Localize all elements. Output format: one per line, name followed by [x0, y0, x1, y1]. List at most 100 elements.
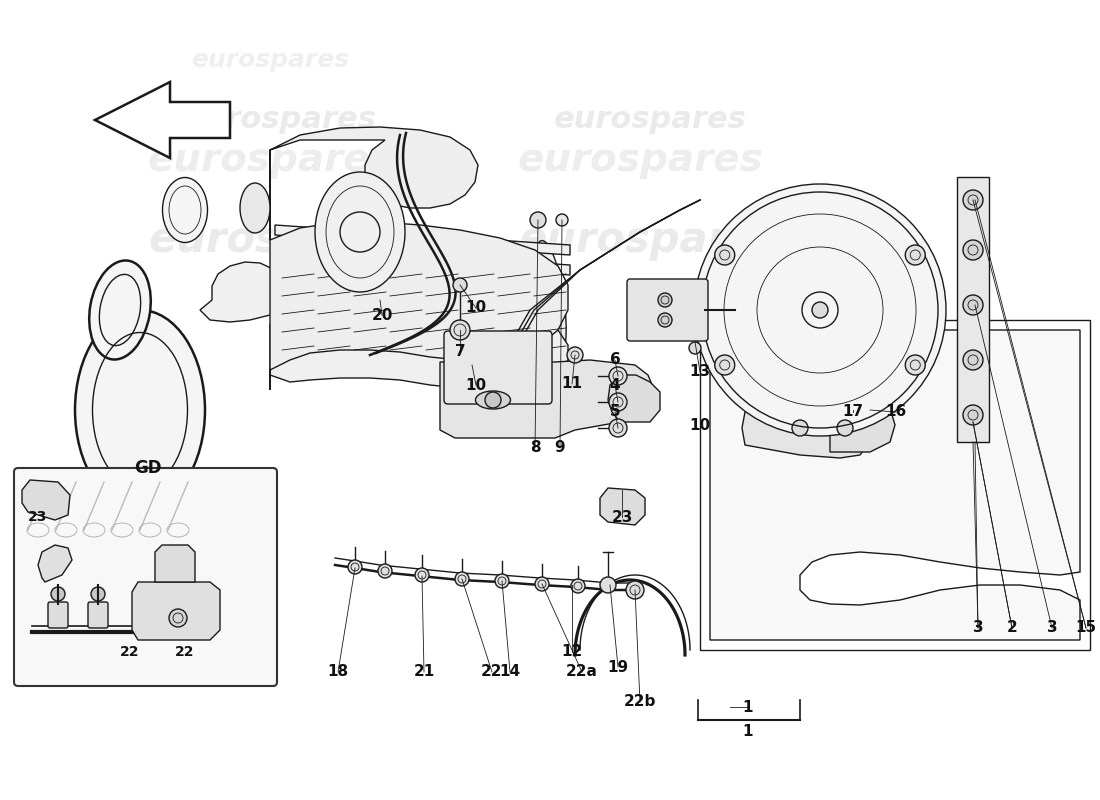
Circle shape	[495, 574, 509, 588]
Ellipse shape	[389, 241, 422, 359]
Circle shape	[348, 560, 362, 574]
Ellipse shape	[318, 241, 350, 359]
FancyBboxPatch shape	[14, 468, 277, 686]
Text: 10: 10	[465, 378, 486, 393]
Polygon shape	[22, 480, 70, 520]
Text: 7: 7	[454, 345, 465, 359]
Text: 22: 22	[120, 645, 140, 659]
Polygon shape	[95, 82, 230, 158]
Circle shape	[571, 579, 585, 593]
Circle shape	[378, 564, 392, 578]
Circle shape	[609, 393, 627, 411]
Circle shape	[566, 347, 583, 363]
Ellipse shape	[462, 241, 494, 359]
Text: 22b: 22b	[624, 694, 657, 710]
Text: 5: 5	[609, 405, 620, 419]
Polygon shape	[155, 545, 195, 582]
FancyBboxPatch shape	[48, 602, 68, 628]
Polygon shape	[270, 295, 568, 388]
Circle shape	[51, 587, 65, 601]
Ellipse shape	[498, 241, 530, 359]
Polygon shape	[830, 400, 895, 452]
Circle shape	[962, 240, 983, 260]
Circle shape	[715, 355, 735, 375]
Text: 22: 22	[175, 645, 195, 659]
Polygon shape	[270, 222, 568, 390]
Text: 12: 12	[561, 645, 583, 659]
Circle shape	[609, 419, 627, 437]
Circle shape	[689, 342, 701, 354]
Text: 3: 3	[972, 621, 983, 635]
Text: eurospares: eurospares	[518, 219, 782, 261]
Circle shape	[658, 293, 672, 307]
Circle shape	[905, 245, 925, 265]
Text: 9: 9	[554, 441, 565, 455]
Circle shape	[715, 245, 735, 265]
Ellipse shape	[240, 183, 270, 233]
Circle shape	[694, 184, 946, 436]
Circle shape	[453, 278, 468, 292]
Circle shape	[812, 302, 828, 318]
Ellipse shape	[89, 261, 151, 359]
Ellipse shape	[315, 172, 405, 292]
Circle shape	[91, 587, 104, 601]
Ellipse shape	[426, 241, 459, 359]
Text: eurospares: eurospares	[147, 141, 393, 179]
Circle shape	[415, 568, 429, 582]
Text: GD: GD	[134, 459, 162, 477]
Text: 15: 15	[1076, 621, 1097, 635]
Text: 22a: 22a	[566, 665, 598, 679]
Circle shape	[450, 320, 470, 340]
Polygon shape	[275, 225, 570, 255]
Circle shape	[962, 190, 983, 210]
Text: 6: 6	[609, 353, 620, 367]
Text: 4: 4	[609, 378, 620, 393]
Ellipse shape	[534, 241, 566, 359]
Polygon shape	[710, 330, 1080, 640]
FancyBboxPatch shape	[444, 331, 552, 404]
Text: 3: 3	[1047, 621, 1057, 635]
Polygon shape	[270, 127, 478, 240]
Text: eurospares: eurospares	[517, 141, 763, 179]
Circle shape	[455, 572, 469, 586]
Text: 19: 19	[607, 659, 628, 674]
Ellipse shape	[163, 178, 208, 242]
Polygon shape	[39, 545, 72, 582]
Circle shape	[556, 214, 568, 226]
Circle shape	[837, 420, 852, 436]
FancyBboxPatch shape	[957, 177, 989, 442]
Circle shape	[962, 350, 983, 370]
Text: 17: 17	[843, 405, 864, 419]
Ellipse shape	[282, 241, 315, 359]
Polygon shape	[742, 400, 870, 458]
Ellipse shape	[475, 391, 510, 409]
Text: 11: 11	[561, 377, 583, 391]
Polygon shape	[600, 488, 645, 525]
Text: eurospares: eurospares	[184, 106, 376, 134]
Text: 23: 23	[612, 510, 632, 525]
Circle shape	[485, 392, 501, 408]
Text: 14: 14	[499, 665, 520, 679]
Circle shape	[600, 577, 616, 593]
Text: eurospares: eurospares	[148, 219, 411, 261]
Text: 16: 16	[886, 405, 906, 419]
Circle shape	[658, 313, 672, 327]
Text: 23: 23	[29, 510, 47, 524]
Text: eurospares: eurospares	[553, 106, 747, 134]
Ellipse shape	[354, 241, 386, 359]
Polygon shape	[132, 582, 220, 640]
Circle shape	[962, 405, 983, 425]
Circle shape	[962, 295, 983, 315]
Circle shape	[792, 420, 808, 436]
Text: 2: 2	[1006, 621, 1018, 635]
Text: 13: 13	[690, 365, 711, 379]
Circle shape	[609, 367, 627, 385]
FancyBboxPatch shape	[88, 602, 108, 628]
Polygon shape	[608, 375, 660, 422]
Text: 10: 10	[690, 418, 711, 433]
FancyBboxPatch shape	[627, 279, 708, 341]
Ellipse shape	[75, 310, 205, 510]
Polygon shape	[275, 245, 570, 275]
Text: 1: 1	[742, 725, 754, 739]
Circle shape	[530, 212, 546, 228]
